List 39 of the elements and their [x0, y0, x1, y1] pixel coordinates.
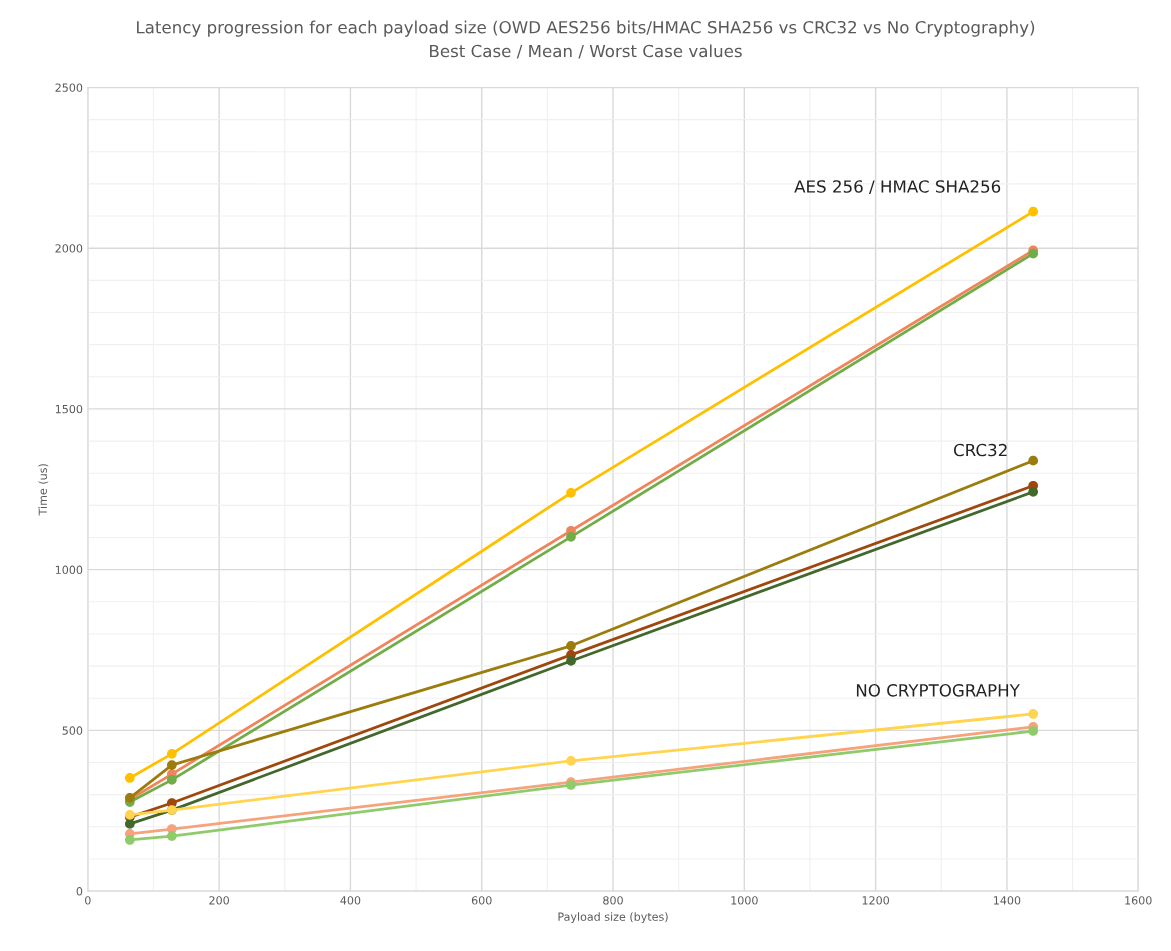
- point: [566, 640, 576, 651]
- point: [566, 487, 576, 498]
- point: [1028, 709, 1039, 719]
- annotation: NO CRYPTOGRAPHY: [856, 684, 1020, 697]
- point: [566, 756, 576, 766]
- point: [1028, 206, 1039, 217]
- x-tick-label: 1000: [731, 896, 758, 905]
- point: [124, 773, 135, 783]
- x-tick-label: 1200: [862, 896, 890, 905]
- y-tick-label: 2000: [55, 244, 83, 253]
- point: [166, 748, 177, 759]
- y-axis-title: Time (us): [38, 464, 49, 516]
- y-tick-label: 0: [76, 887, 83, 896]
- point: [1028, 455, 1039, 466]
- point: [124, 835, 135, 845]
- annotation: AES 256 / HMAC SHA256: [794, 180, 1001, 195]
- x-tick-label: 400: [340, 896, 361, 905]
- annotation: CRC32: [953, 443, 1007, 457]
- point: [566, 532, 576, 542]
- x-tick-label: 1400: [994, 896, 1021, 905]
- x-tick-label: 1600: [1125, 896, 1152, 905]
- point: [124, 819, 135, 829]
- point: [166, 831, 177, 841]
- point: [1028, 726, 1039, 736]
- chart-subtitle: Best Case / Mean / Worst Case values: [430, 44, 742, 59]
- y-tick-label: 1500: [55, 404, 83, 414]
- chart-title: Latency progression for each payload size (OWD AES256 bits/HMAC SHA256 vs CRC32 vs No Cryptography): [137, 20, 1035, 37]
- y-tick-label: 1000: [55, 565, 83, 575]
- point: [566, 656, 576, 666]
- point: [166, 760, 177, 770]
- y-tick-label: 2500: [55, 83, 83, 92]
- x-tick-label: 600: [471, 896, 492, 905]
- y-tick-label: 500: [62, 726, 83, 735]
- x-tick-label: 800: [603, 896, 623, 905]
- point: [166, 775, 177, 785]
- point: [1028, 487, 1039, 497]
- x-tick-label: 0: [85, 896, 91, 905]
- x-axis-title: Payload size (bytes): [558, 912, 668, 924]
- x-tick-label: 200: [209, 896, 229, 905]
